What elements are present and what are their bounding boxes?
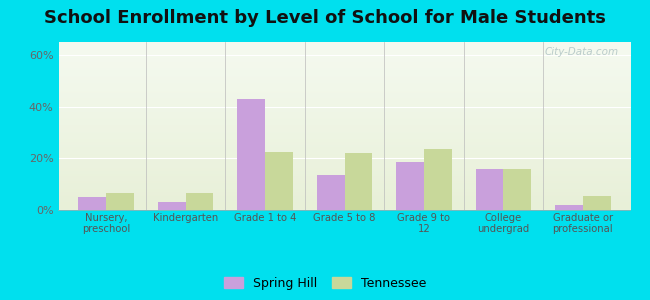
Bar [396,162,424,210]
Bar [424,149,452,210]
Text: School Enrollment by Level of School for Male Students: School Enrollment by Level of School for… [44,9,606,27]
Bar [317,175,345,210]
Bar [237,99,265,210]
Bar [106,193,134,210]
Bar [344,153,372,210]
Bar [158,202,186,210]
Bar [265,152,293,210]
Bar [186,193,213,210]
Text: City-Data.com: City-Data.com [545,47,619,57]
Bar [79,197,106,210]
Legend: Spring Hill, Tennessee: Spring Hill, Tennessee [220,273,430,294]
Bar [583,196,610,210]
Bar [503,169,531,210]
Bar [476,169,503,210]
Bar [555,205,583,210]
